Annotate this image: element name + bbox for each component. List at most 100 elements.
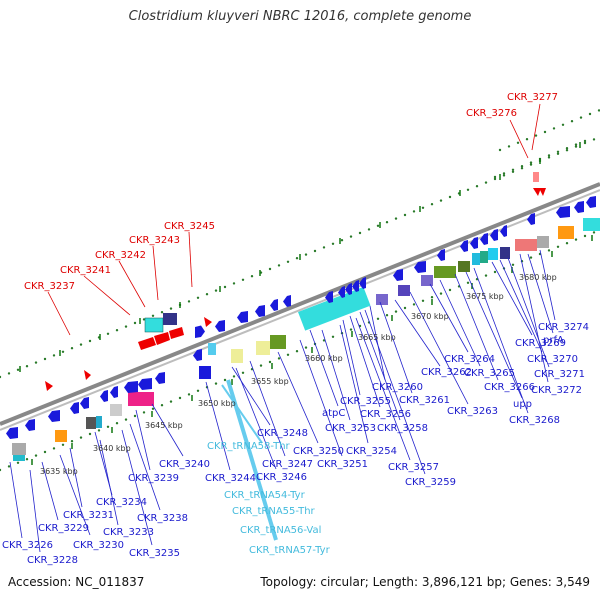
gene-label: CKR_3235 bbox=[129, 548, 180, 559]
red-marker-icon bbox=[45, 381, 53, 391]
label-leader bbox=[151, 403, 184, 457]
gene-arrow bbox=[414, 261, 426, 273]
gene-label: CKR_3243 bbox=[129, 235, 180, 246]
gene-arrow bbox=[470, 237, 478, 249]
track-dot bbox=[214, 382, 218, 385]
gene-feature bbox=[199, 366, 211, 379]
gene-feature bbox=[86, 417, 96, 429]
gene-arrow bbox=[80, 397, 89, 409]
track-dot bbox=[178, 396, 182, 400]
track-dot bbox=[232, 282, 236, 285]
gene-feature bbox=[583, 218, 600, 231]
trna-connector bbox=[221, 384, 263, 444]
track-dot bbox=[556, 152, 560, 155]
gene-feature bbox=[298, 286, 371, 331]
label-leader bbox=[349, 315, 381, 408]
gene-feature bbox=[231, 349, 243, 363]
gene-label: CKR_3253 bbox=[325, 423, 376, 434]
track-dot bbox=[547, 154, 551, 157]
gene-feature bbox=[480, 251, 488, 263]
gene-arrow bbox=[6, 427, 18, 439]
track-dot bbox=[552, 127, 556, 130]
gene-arrow bbox=[556, 206, 570, 218]
track-dot bbox=[187, 300, 191, 303]
gene-feature bbox=[472, 253, 480, 265]
track-dot bbox=[169, 307, 173, 310]
track-dot bbox=[295, 350, 299, 353]
kbp-label: 3650 kbp bbox=[198, 399, 236, 408]
track-dot bbox=[484, 181, 488, 184]
track-dot bbox=[502, 172, 506, 175]
label-leader bbox=[364, 309, 426, 475]
gene-label: CKR_3276 bbox=[466, 108, 517, 119]
track-dot bbox=[534, 134, 538, 137]
trna-label: CKR_tRNA54-Tyr bbox=[224, 490, 306, 501]
track-dot bbox=[151, 314, 155, 317]
track-dot bbox=[16, 461, 20, 464]
gene-arrow bbox=[393, 269, 403, 281]
label-leader-lines bbox=[9, 103, 556, 553]
track-dot bbox=[574, 145, 578, 148]
kbp-label: 3675 kbp bbox=[466, 292, 504, 301]
track-dot bbox=[151, 407, 155, 410]
gene-label: CKR_3233 bbox=[103, 527, 154, 538]
kbp-label: 3660 kbp bbox=[305, 354, 343, 363]
gene-label: CKR_3226 bbox=[2, 540, 53, 551]
track-dot bbox=[133, 321, 137, 325]
gene-features bbox=[12, 172, 600, 461]
kbp-scale: 3635 kbp 3640 kbp 3645 kbp 3650 kbp 3655… bbox=[40, 273, 557, 476]
track-dot bbox=[394, 217, 398, 220]
gene-feature bbox=[256, 341, 270, 355]
gene-arrow bbox=[155, 372, 165, 384]
track-dot bbox=[16, 368, 20, 371]
track-dot bbox=[61, 350, 65, 353]
gene-feature bbox=[434, 266, 456, 278]
gene-feature bbox=[13, 455, 25, 461]
label-leader bbox=[409, 291, 469, 405]
label-leader bbox=[135, 409, 151, 471]
gene-feature bbox=[488, 248, 498, 260]
track-dot bbox=[196, 296, 200, 299]
track-dot bbox=[561, 123, 565, 127]
gene-arrow bbox=[345, 283, 352, 295]
gene-feature bbox=[270, 335, 286, 349]
label-leader bbox=[59, 454, 91, 536]
track-dot bbox=[498, 148, 502, 152]
track-dot bbox=[525, 138, 529, 141]
label-leader bbox=[359, 311, 401, 421]
label-leader bbox=[235, 367, 277, 470]
gene-label: CKR_3240 bbox=[159, 459, 210, 470]
track-dot bbox=[169, 400, 173, 403]
track-dot bbox=[493, 177, 497, 181]
gene-arrow bbox=[138, 378, 152, 390]
gene-arrow bbox=[215, 320, 225, 332]
label-leader bbox=[205, 381, 231, 471]
track-dot bbox=[394, 310, 398, 313]
track-dot bbox=[7, 372, 11, 375]
gene-label: CKR_3234 bbox=[96, 497, 147, 508]
label-leader bbox=[509, 119, 529, 159]
track-dot bbox=[43, 357, 47, 361]
label-leader bbox=[499, 259, 543, 353]
gene-feature bbox=[398, 285, 410, 296]
track-dot bbox=[304, 253, 308, 256]
track-dot bbox=[43, 450, 47, 454]
track-dot bbox=[277, 357, 281, 360]
track-dot bbox=[106, 425, 110, 428]
gene-label: CKR_3247 bbox=[262, 459, 313, 470]
gene-label: CKR_3242 bbox=[95, 250, 146, 261]
track-dot bbox=[430, 296, 434, 299]
gene-label: CKR_3265 bbox=[464, 368, 515, 379]
trna-label: CKR_tRNA57-Tyr bbox=[249, 545, 331, 556]
track-dot bbox=[124, 325, 128, 328]
gene-label: CKR_3268 bbox=[509, 415, 560, 426]
track-dot bbox=[385, 221, 389, 224]
track-dot bbox=[430, 203, 434, 206]
kbp-label: 3640 kbp bbox=[93, 444, 131, 453]
track-dot bbox=[286, 353, 290, 356]
gene-label: CKR_3254 bbox=[346, 446, 397, 457]
gene-feature bbox=[500, 247, 510, 259]
track-dot bbox=[313, 249, 317, 253]
track-dot bbox=[88, 339, 92, 343]
